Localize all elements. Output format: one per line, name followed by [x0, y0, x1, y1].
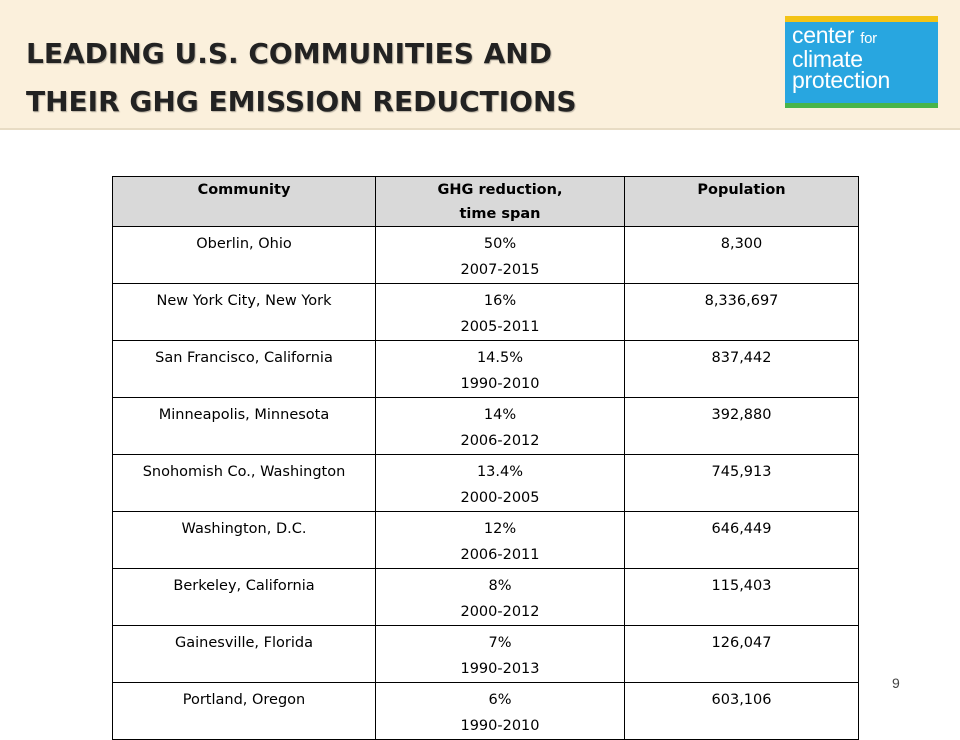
- column-header-ghg-reduction: GHG reduction, time span: [375, 176, 625, 227]
- table-header-row: Community GHG reduction, time span Popul…: [112, 176, 859, 227]
- slide-header: LEADING U.S. COMMUNITIES AND THEIR GHG E…: [0, 0, 960, 130]
- cell-community: Washington, D.C.: [112, 511, 376, 569]
- table-row: Washington, D.C. 12% 2006-2011 646,449: [112, 511, 859, 569]
- slide-title: LEADING U.S. COMMUNITIES AND THEIR GHG E…: [26, 30, 726, 126]
- table-row: Minneapolis, Minnesota 14% 2006-2012 392,88…: [112, 397, 859, 455]
- cell-population: 745,913: [624, 454, 859, 512]
- cell-ghg-reduction: 16% 2005-2011: [375, 283, 625, 341]
- logo-text: center for climate protection: [792, 22, 932, 93]
- cell-population: 603,106: [624, 682, 859, 740]
- cell-ghg-reduction: 14.5% 1990-2010: [375, 340, 625, 398]
- page-number: 9: [892, 675, 900, 691]
- cell-community: Portland, Oregon: [112, 682, 376, 740]
- communities-table: Community GHG reduction, time span Popul…: [112, 176, 859, 740]
- cell-population: 126,047: [624, 625, 859, 683]
- cell-community: New York City, New York: [112, 283, 376, 341]
- logo-word-center: center: [792, 22, 855, 48]
- column-header-community: Community: [112, 176, 376, 227]
- table-row: Snohomish Co., Washington 13.4% 2000-2005 7…: [112, 454, 859, 512]
- cell-ghg-reduction: 7% 1990-2013: [375, 625, 625, 683]
- cell-ghg-reduction: 8% 2000-2012: [375, 568, 625, 626]
- cell-community: Oberlin, Ohio: [112, 226, 376, 284]
- cell-community: Berkeley, California: [112, 568, 376, 626]
- cell-population: 8,336,697: [624, 283, 859, 341]
- cell-community: Gainesville, Florida: [112, 625, 376, 683]
- logo-word-protection: protection: [792, 67, 891, 93]
- table-row: Berkeley, California 8% 2000-2012 115,403: [112, 568, 859, 626]
- table-row: Gainesville, Florida 7% 1990-2013 126,047: [112, 625, 859, 683]
- cell-population: 8,300: [624, 226, 859, 284]
- cell-community: San Francisco, California: [112, 340, 376, 398]
- cell-ghg-reduction: 12% 2006-2011: [375, 511, 625, 569]
- logo-yellow-bar: [785, 16, 938, 22]
- center-for-climate-protection-logo: center for climate protection: [785, 16, 938, 108]
- table-row: Oberlin, Ohio 50% 2007-2015 8,300: [112, 226, 859, 284]
- cell-community: Snohomish Co., Washington: [112, 454, 376, 512]
- title-line-1: LEADING U.S. COMMUNITIES AND: [26, 37, 552, 70]
- logo-word-for: for: [860, 30, 877, 47]
- cell-population: 115,403: [624, 568, 859, 626]
- cell-population: 837,442: [624, 340, 859, 398]
- logo-green-bar: [785, 103, 938, 108]
- logo-word-climate: climate: [792, 46, 863, 72]
- cell-population: 392,880: [624, 397, 859, 455]
- cell-ghg-reduction: 50% 2007-2015: [375, 226, 625, 284]
- table-row: San Francisco, California 14.5% 1990-2010 8…: [112, 340, 859, 398]
- title-line-2: THEIR GHG EMISSION REDUCTIONS: [26, 85, 577, 118]
- cell-ghg-reduction: 14% 2006-2012: [375, 397, 625, 455]
- column-header-population: Population: [624, 176, 859, 227]
- cell-community: Minneapolis, Minnesota: [112, 397, 376, 455]
- table-row: Portland, Oregon 6% 1990-2010 603,106: [112, 682, 859, 740]
- cell-ghg-reduction: 13.4% 2000-2005: [375, 454, 625, 512]
- table-row: New York City, New York 16% 2005-2011 8,336…: [112, 283, 859, 341]
- cell-ghg-reduction: 6% 1990-2010: [375, 682, 625, 740]
- cell-population: 646,449: [624, 511, 859, 569]
